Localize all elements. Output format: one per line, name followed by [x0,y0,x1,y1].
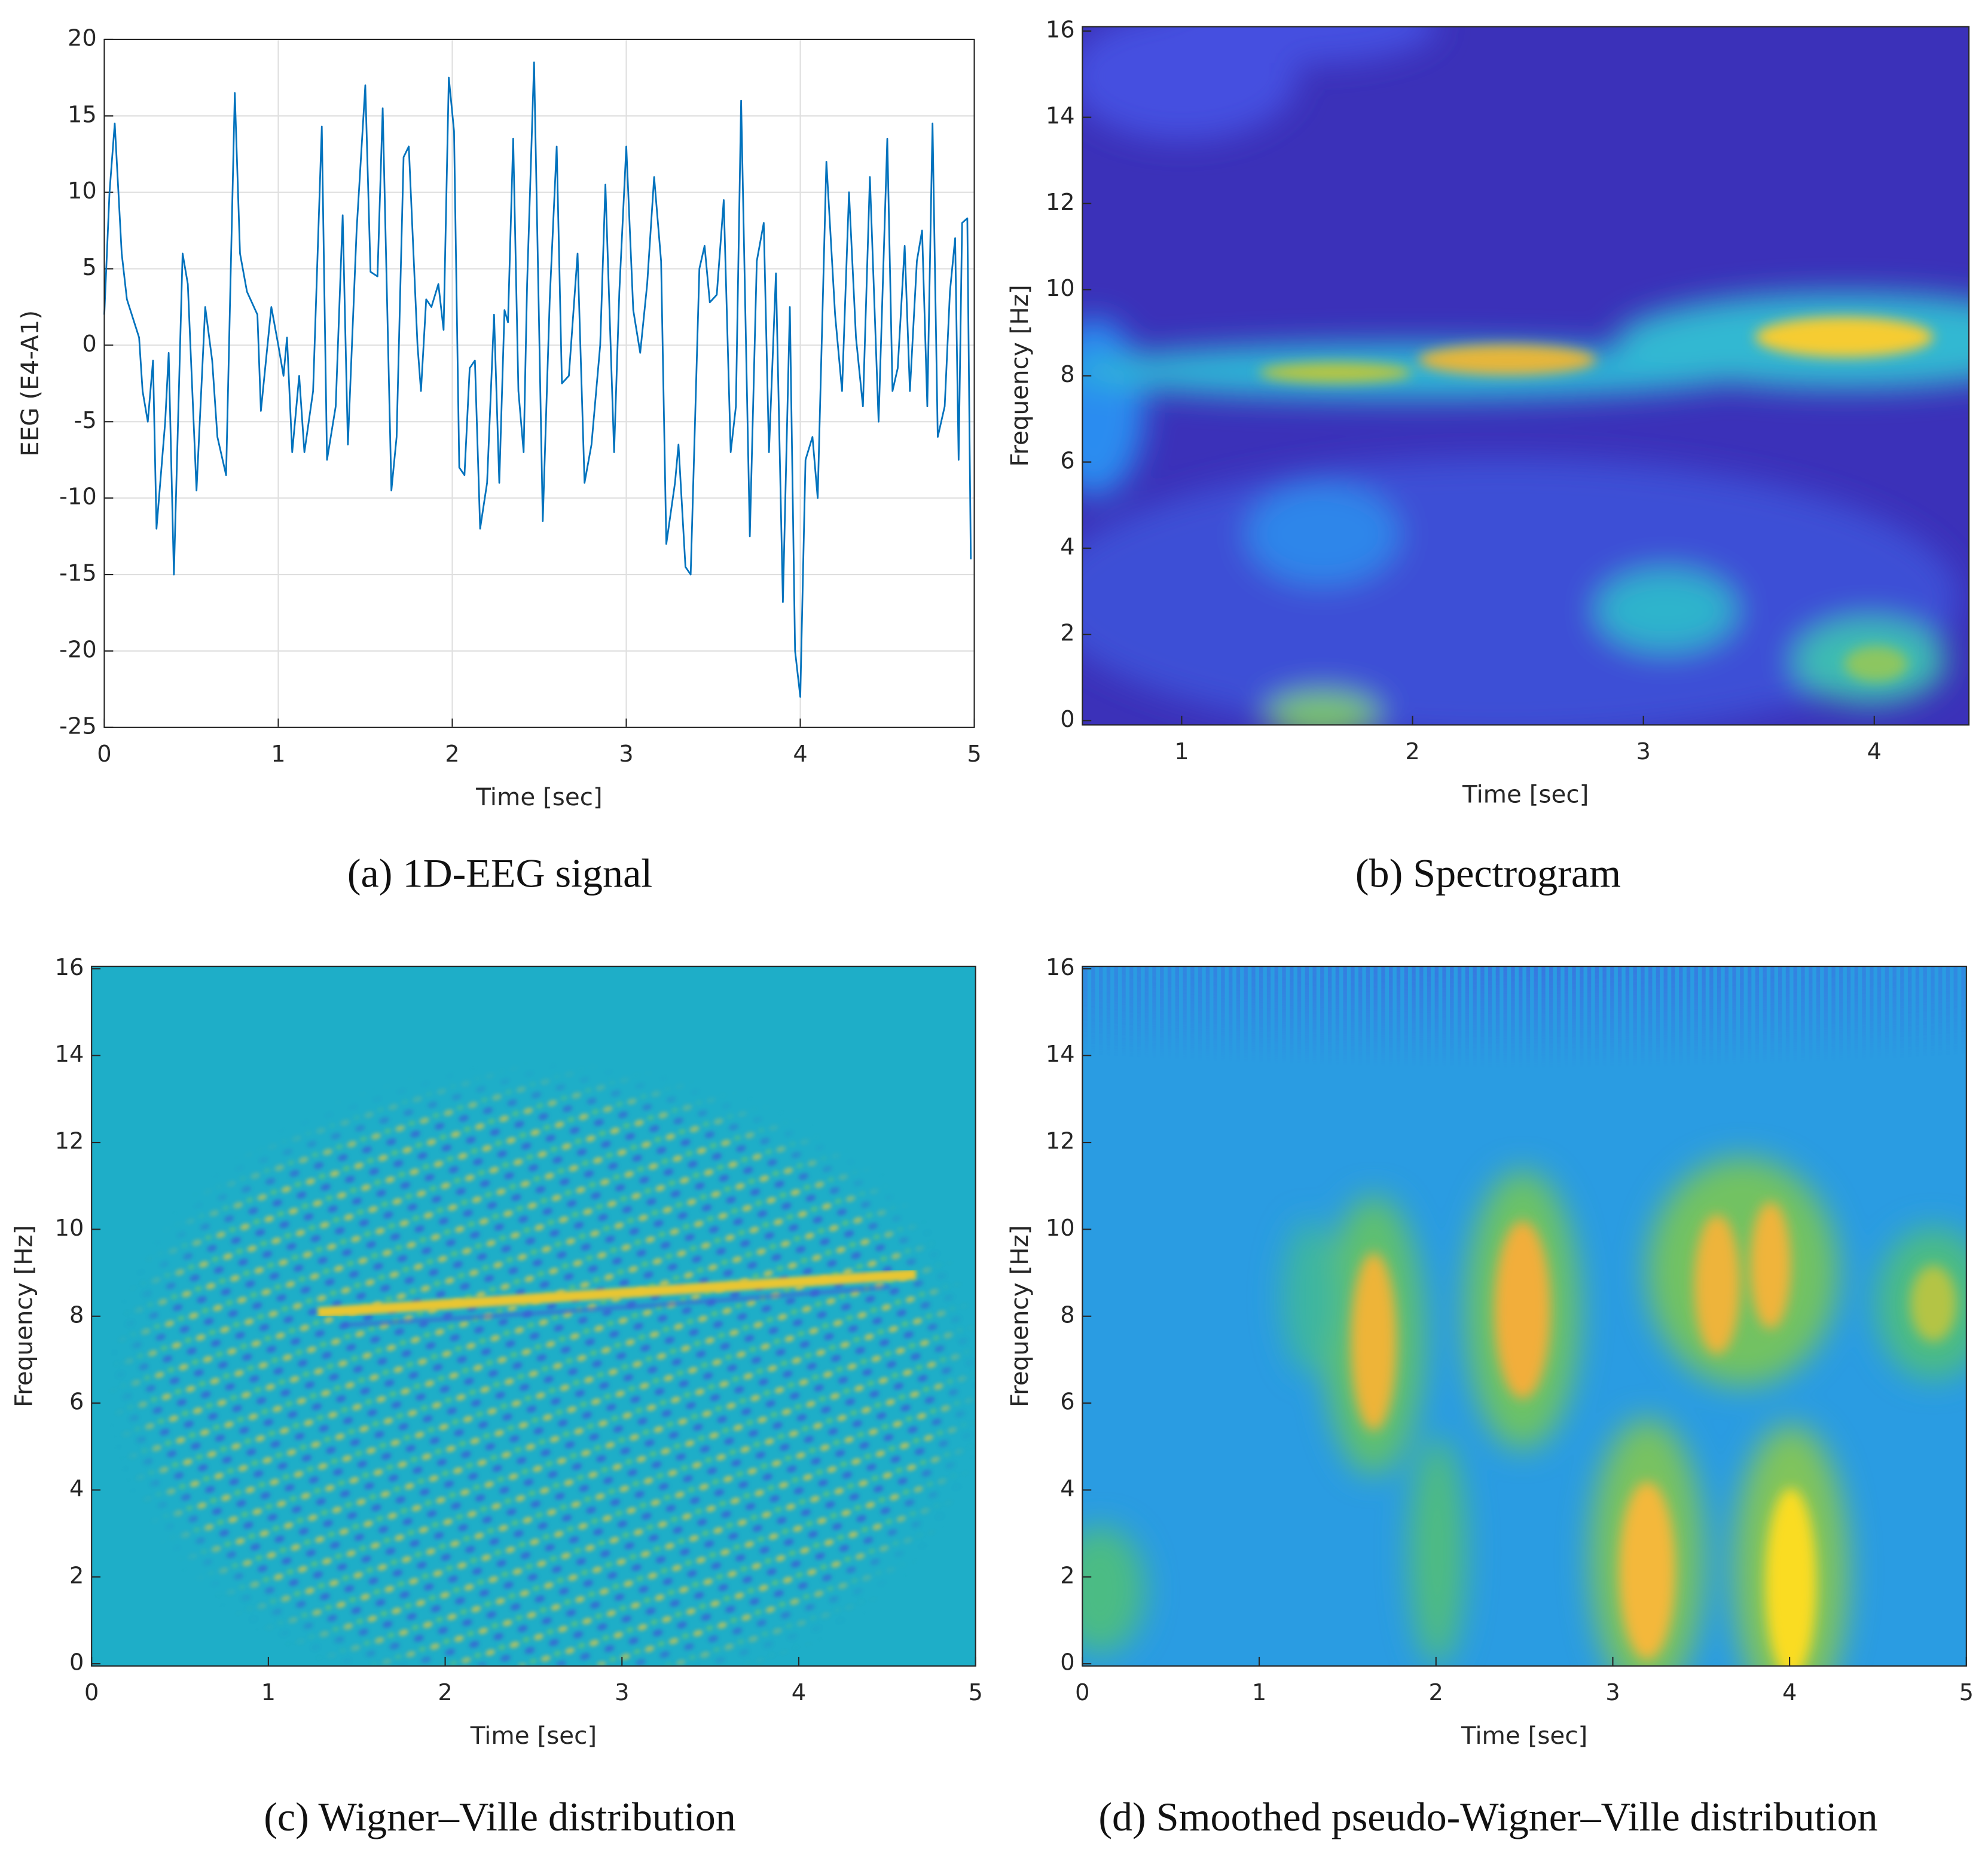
x-tick-label: 0 [84,1679,99,1706]
y-tick-label: 2 [69,1562,84,1589]
y-tick-label: 10 [1046,275,1075,302]
y-tick-label: 6 [1060,1389,1074,1416]
x-tick-label: 4 [1867,738,1882,765]
plot-frame [103,38,975,728]
x-tick-label: 0 [1075,1679,1089,1706]
y-tick-label: 4 [1060,1475,1074,1502]
y-tick-label: 8 [69,1301,84,1328]
x-axis-label: Time [sec] [1461,1721,1587,1750]
y-axis-label: EEG (E4-A1) [16,310,44,457]
y-tick-label: 0 [1060,1649,1074,1676]
y-axis-label: Frequency [Hz] [10,1225,38,1407]
y-tick-label: 12 [1046,189,1075,216]
x-tick-label: 1 [271,741,285,768]
x-tick-label: 2 [1429,1679,1443,1706]
x-tick-label: 4 [1782,1679,1797,1706]
x-tick-label: 3 [619,741,633,768]
y-tick-label: 0 [82,331,96,357]
x-tick-label: 4 [792,1679,806,1706]
y-tick-label: 6 [69,1389,84,1416]
y-axis-label: Frequency [Hz] [1005,285,1034,467]
y-tick-label: 14 [1046,103,1075,130]
signal-line [103,61,972,698]
x-tick-label: 5 [1959,1679,1974,1706]
y-tick-label: -20 [59,636,97,663]
y-tick-label: 0 [1060,706,1074,733]
y-tick-label: 16 [1046,16,1075,43]
y-tick-label: 20 [68,25,97,51]
x-tick-label: 1 [261,1679,276,1706]
x-tick-label: 3 [1605,1679,1620,1706]
y-tick-label: 15 [68,101,97,128]
y-tick-label: 12 [55,1128,84,1155]
x-axis-label: Time [sec] [1462,780,1589,809]
x-tick-label: 3 [615,1679,629,1706]
x-tick-label: 0 [97,741,111,768]
y-tick-label: 10 [68,178,97,204]
y-tick-label: -15 [59,560,97,587]
y-tick-label: 12 [1046,1128,1075,1155]
x-tick-label: 5 [967,741,981,768]
x-tick-label: 2 [445,741,459,768]
caption: (c) Wigner–Ville distribution [264,1794,736,1839]
y-tick-label: 4 [1060,533,1074,560]
caption: (d) Smoothed pseudo-Wigner–Ville distrib… [1098,1794,1877,1839]
y-tick-label: -5 [74,407,97,434]
y-tick-label: 2 [1060,620,1074,647]
y-tick-label: 10 [55,1215,84,1242]
plot-frame [1082,965,1967,1667]
y-tick-label: 6 [1060,447,1074,474]
y-tick-label: -25 [59,713,97,739]
y-tick-label: 10 [1046,1215,1075,1242]
y-tick-label: 14 [55,1041,84,1068]
plot-background [104,39,975,728]
y-axis-label: Frequency [Hz] [1005,1225,1034,1407]
y-tick-label: 5 [82,254,96,281]
y-tick-label: -10 [59,484,97,511]
x-tick-label: 2 [1405,738,1419,765]
caption: (b) Spectrogram [1355,850,1621,896]
x-tick-label: 5 [968,1679,982,1706]
y-tick-label: 8 [1060,361,1074,388]
plot-frame [1082,26,1970,726]
spwvd-image [1082,966,1966,1666]
spectrogram-image [1082,26,1969,725]
x-axis-label: Time [sec] [470,1721,597,1750]
y-tick-label: 0 [69,1649,84,1676]
x-tick-label: 3 [1636,738,1650,765]
wigner-ville-image [91,966,976,1666]
y-tick-label: 4 [69,1475,84,1502]
x-tick-label: 4 [793,741,807,768]
x-tick-label: 1 [1252,1679,1266,1706]
x-tick-label: 1 [1174,738,1189,765]
y-tick-label: 16 [55,954,84,981]
x-axis-label: Time [sec] [475,783,602,811]
y-tick-label: 8 [1060,1301,1074,1328]
x-tick-label: 2 [438,1679,452,1706]
y-tick-label: 16 [1046,954,1075,981]
plot-frame [91,965,976,1667]
caption: (a) 1D-EEG signal [347,850,652,896]
y-tick-label: 2 [1060,1562,1074,1589]
y-tick-label: 14 [1046,1041,1075,1068]
